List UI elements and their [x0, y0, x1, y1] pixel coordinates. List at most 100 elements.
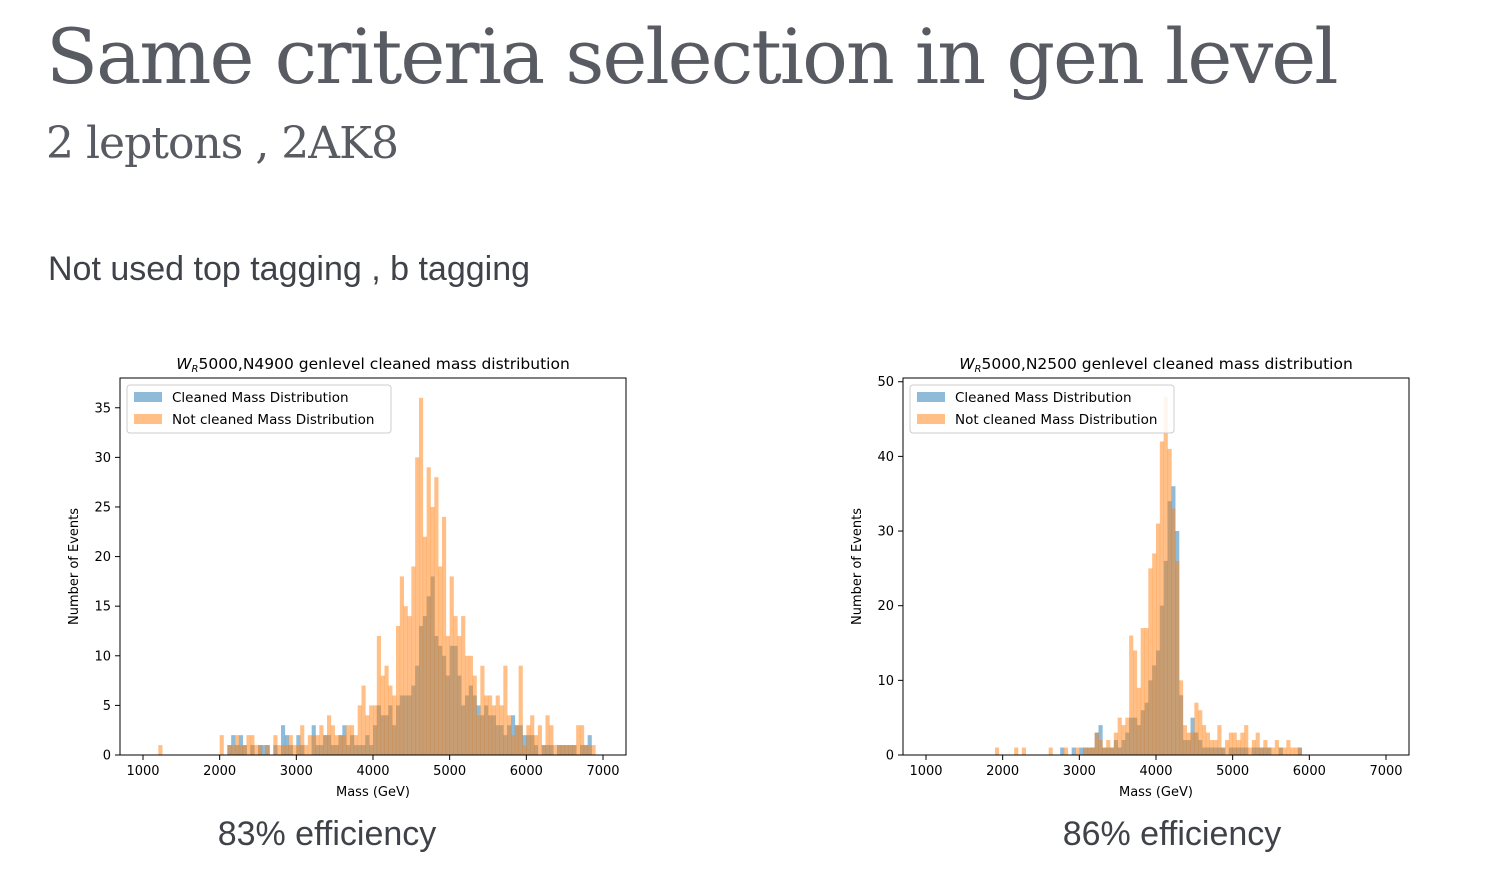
bar-not-cleaned: [411, 566, 416, 755]
legend-label-cleaned: Cleaned Mass Distribution: [172, 390, 349, 406]
bar-not-cleaned: [1228, 732, 1233, 755]
bar-not-cleaned: [1171, 508, 1176, 755]
bar-not-cleaned: [422, 536, 427, 755]
bar-not-cleaned: [246, 735, 251, 755]
bar-not-cleaned: [580, 725, 585, 755]
bar-not-cleaned: [296, 745, 301, 755]
x-axis-label: Mass (GeV): [1119, 785, 1193, 800]
y-tick-label: 20: [877, 599, 894, 614]
chart-title: WR5000,N4900 genlevel cleaned mass distr…: [176, 355, 570, 375]
slide-title: Same criteria selection in gen level: [46, 12, 1339, 101]
bar-not-cleaned: [1129, 635, 1134, 755]
bar-not-cleaned: [1144, 628, 1149, 755]
bar-not-cleaned: [1098, 740, 1103, 755]
bar-not-cleaned: [1225, 740, 1230, 755]
bar-not-cleaned: [583, 745, 588, 755]
x-tick-label: 3000: [1063, 764, 1096, 779]
bar-not-cleaned: [484, 695, 489, 755]
bar-not-cleaned: [1198, 710, 1203, 755]
bar-not-cleaned: [1286, 740, 1291, 755]
bar-not-cleaned: [376, 635, 381, 755]
slide-subtitle: 2 leptons , 2AK8: [46, 118, 399, 169]
x-tick-label: 3000: [280, 764, 313, 779]
bar-not-cleaned: [514, 725, 519, 755]
bar-cleaned: [261, 745, 266, 755]
bar-not-cleaned: [1014, 747, 1019, 755]
bar-not-cleaned: [1271, 747, 1276, 755]
bar-not-cleaned: [338, 735, 343, 755]
bar-not-cleaned: [288, 735, 293, 755]
y-tick-label: 0: [886, 749, 894, 764]
bar-not-cleaned: [1133, 650, 1138, 755]
bar-not-cleaned: [388, 685, 393, 755]
y-tick-label: 40: [877, 450, 894, 465]
x-tick-label: 4000: [356, 764, 389, 779]
y-tick-label: 10: [877, 674, 894, 689]
legend-swatch-cleaned: [134, 392, 162, 402]
x-tick-label: 4000: [1139, 764, 1172, 779]
bar-not-cleaned: [449, 576, 454, 755]
bar-not-cleaned: [488, 695, 493, 755]
bar-not-cleaned: [465, 655, 470, 755]
bar-not-cleaned: [549, 725, 554, 755]
bar-not-cleaned: [1209, 740, 1214, 755]
bar-not-cleaned: [1282, 747, 1287, 755]
x-tick-label: 1000: [909, 764, 942, 779]
bar-not-cleaned: [330, 725, 335, 755]
y-tick-label: 30: [94, 451, 111, 466]
bar-not-cleaned: [1121, 725, 1126, 755]
y-axis-label: Number of Events: [67, 508, 82, 625]
bar-not-cleaned: [238, 745, 243, 755]
y-tick-label: 50: [877, 375, 894, 390]
bar-not-cleaned: [1064, 747, 1069, 755]
bar-not-cleaned: [442, 516, 447, 755]
bar-not-cleaned: [1087, 747, 1092, 755]
x-tick-label: 6000: [510, 764, 543, 779]
bar-not-cleaned: [1278, 747, 1283, 755]
bar-not-cleaned: [342, 735, 347, 755]
bar-not-cleaned: [572, 745, 577, 755]
bar-not-cleaned: [534, 735, 539, 755]
x-tick-label: 5000: [433, 764, 466, 779]
bar-not-cleaned: [1236, 740, 1241, 755]
bar-not-cleaned: [507, 715, 512, 755]
bar-not-cleaned: [158, 745, 163, 755]
bar-not-cleaned: [1113, 732, 1118, 755]
bar-not-cleaned: [319, 725, 324, 755]
bar-not-cleaned: [1190, 732, 1195, 755]
x-tick-label: 6000: [1293, 764, 1326, 779]
bar-not-cleaned: [242, 745, 247, 755]
bar-not-cleaned: [495, 695, 500, 755]
bar-not-cleaned: [365, 715, 370, 755]
bar-not-cleaned: [1136, 687, 1141, 755]
bar-not-cleaned: [281, 745, 286, 755]
bar-not-cleaned: [273, 735, 278, 755]
bar-not-cleaned: [430, 506, 435, 755]
bar-not-cleaned: [591, 745, 596, 755]
bar-not-cleaned: [315, 735, 320, 755]
bar-cleaned: [1079, 747, 1084, 755]
bar-not-cleaned: [1156, 523, 1161, 755]
bars-group: [995, 396, 1302, 755]
x-tick-label: 7000: [586, 764, 619, 779]
bar-not-cleaned: [526, 725, 531, 755]
y-tick-label: 0: [103, 749, 111, 764]
bar-not-cleaned: [369, 705, 374, 755]
bar-not-cleaned: [560, 745, 565, 755]
bar-cleaned: [281, 725, 286, 755]
bar-not-cleaned: [1083, 747, 1088, 755]
bar-not-cleaned: [468, 655, 473, 755]
y-tick-label: 10: [94, 649, 111, 664]
bar-not-cleaned: [1202, 725, 1207, 755]
bar-not-cleaned: [491, 705, 496, 755]
bar-not-cleaned: [311, 735, 316, 755]
bar-not-cleaned: [357, 705, 362, 755]
legend-swatch-cleaned: [917, 392, 945, 402]
legend-label-not-cleaned: Not cleaned Mass Distribution: [955, 412, 1157, 428]
bar-not-cleaned: [392, 695, 397, 755]
x-axis-label: Mass (GeV): [336, 785, 410, 800]
bar-not-cleaned: [1106, 740, 1111, 755]
y-tick-label: 20: [94, 550, 111, 565]
legend: Cleaned Mass Distribution Not cleaned Mas…: [126, 384, 392, 434]
bar-not-cleaned: [1263, 740, 1268, 755]
